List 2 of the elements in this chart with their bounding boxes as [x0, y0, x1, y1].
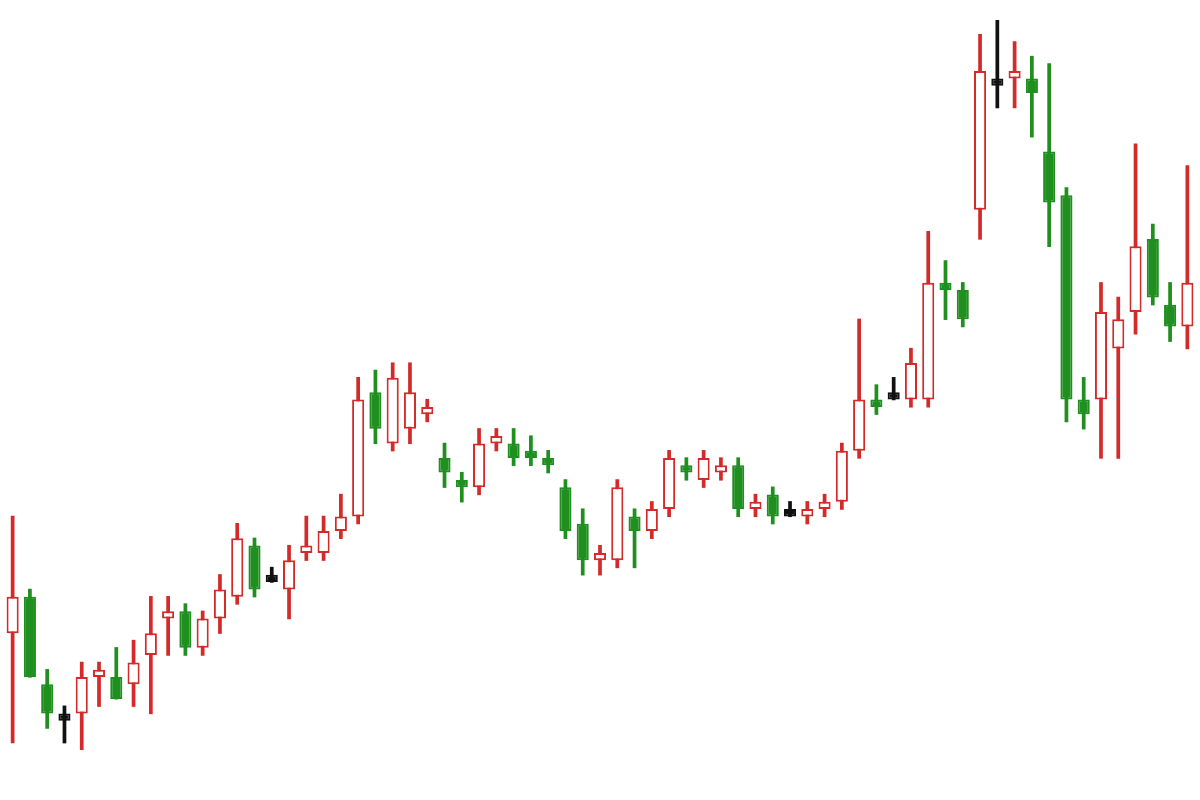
candlestick	[162, 596, 175, 656]
candlestick	[991, 20, 1004, 109]
